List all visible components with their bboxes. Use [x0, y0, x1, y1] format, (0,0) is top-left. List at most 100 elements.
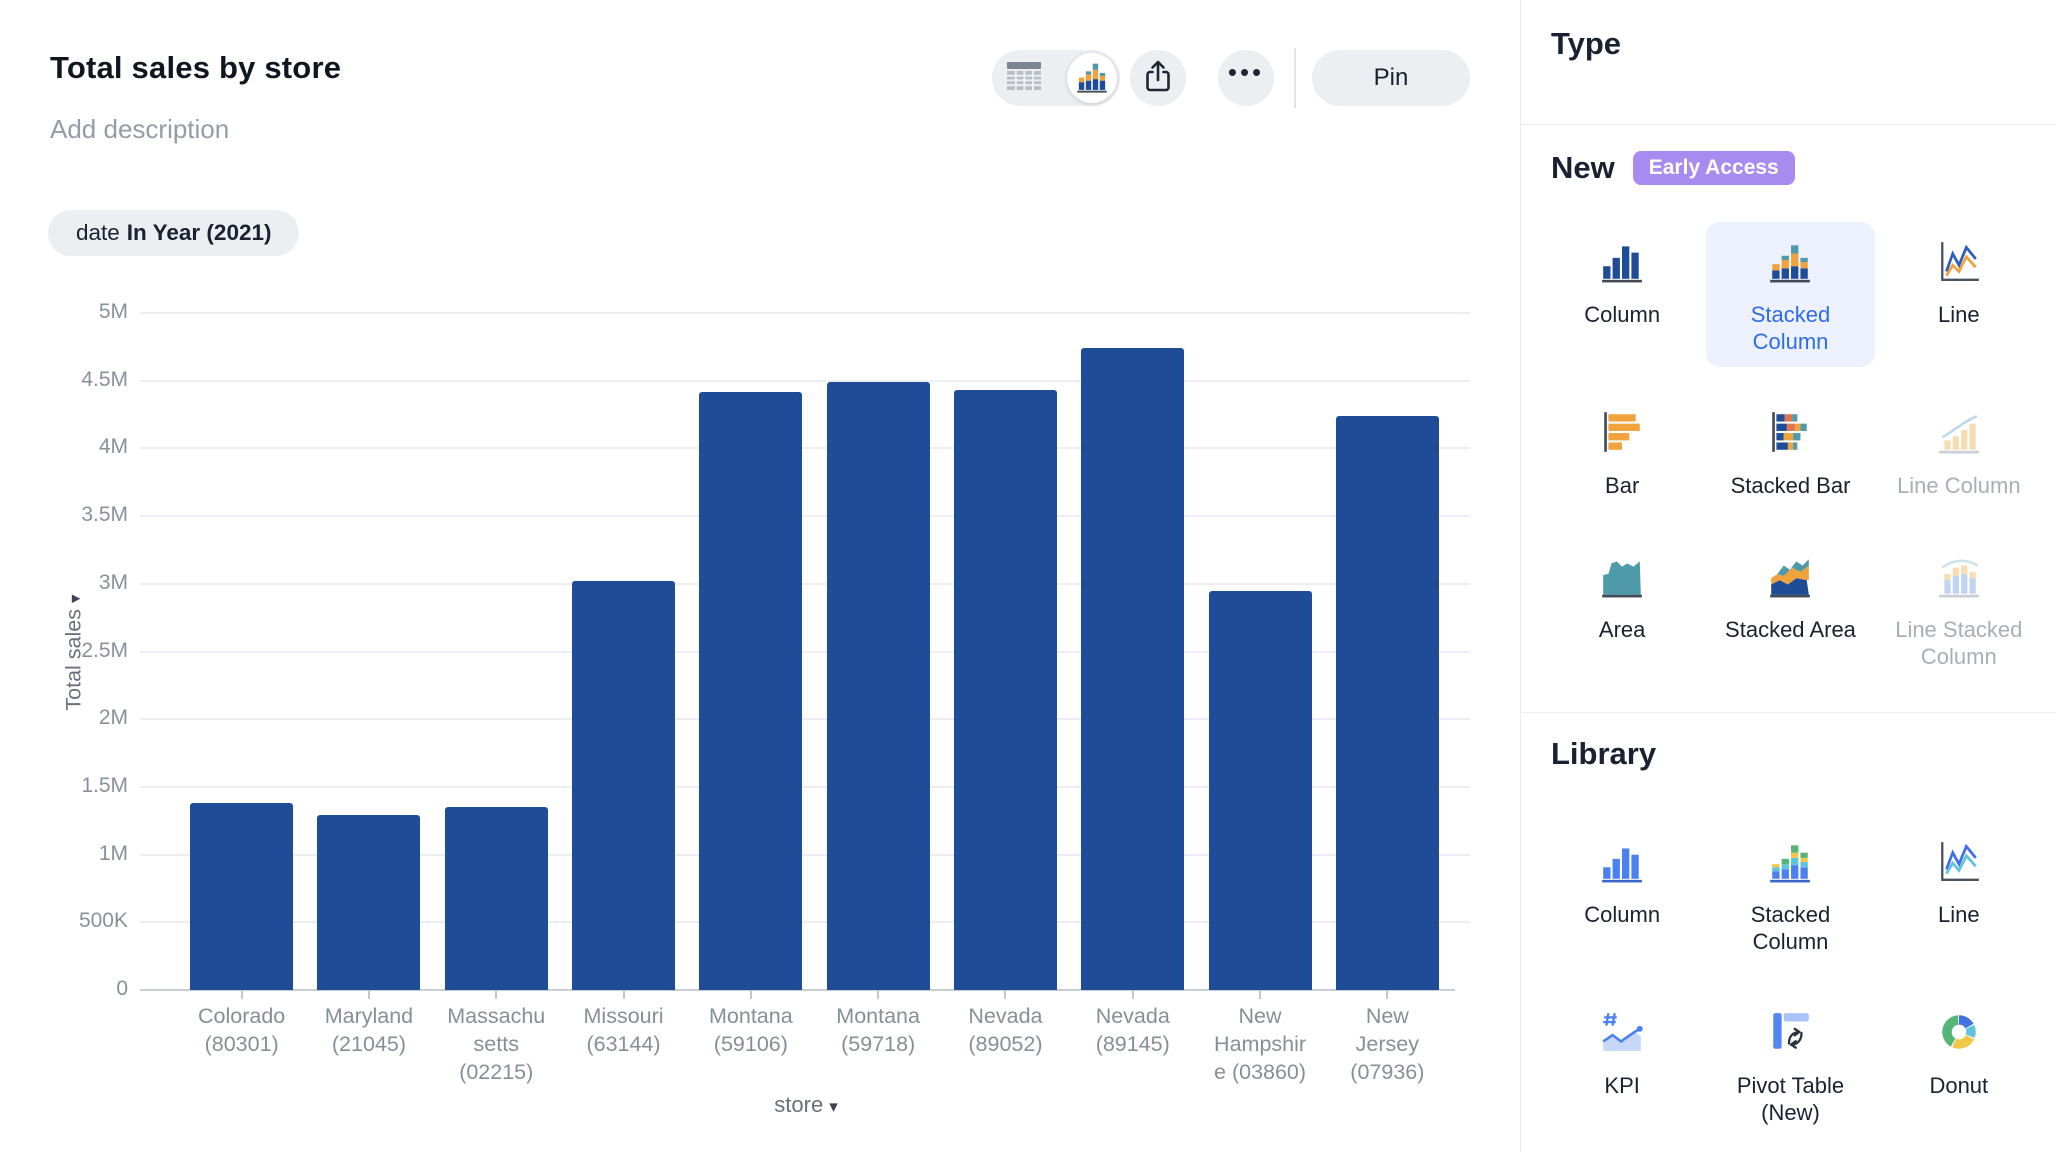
chart-type-pivot-table-new[interactable]: Pivot Table (New)	[1706, 993, 1874, 1138]
x-tick-label-line: (21045)	[331, 1032, 406, 1056]
date-filter-chip[interactable]: date In Year (2021)	[48, 210, 300, 256]
x-tick-label-line: (89145)	[1095, 1032, 1170, 1056]
bar-icon	[1599, 409, 1645, 460]
x-tick-label-line: e (03860)	[1214, 1060, 1307, 1084]
area-icon	[1599, 553, 1645, 604]
x-tick-label-line: (80301)	[204, 1032, 279, 1056]
x-tick-label-line: Missouri	[583, 1004, 664, 1028]
gridline	[140, 582, 1470, 585]
chart-type-label: Donut	[1929, 1073, 1989, 1098]
x-tick-mark	[1004, 990, 1007, 999]
description-placeholder[interactable]: Add description	[50, 114, 230, 144]
x-axis-title[interactable]: store ▾	[700, 1092, 912, 1118]
stacked-column-lib-icon	[1767, 838, 1813, 889]
line-stacked-column-icon	[1936, 553, 1982, 604]
bar-4[interactable]	[699, 391, 803, 990]
bar-0[interactable]	[190, 803, 294, 990]
bar-9[interactable]	[1335, 415, 1439, 990]
bar-6[interactable]	[953, 390, 1057, 990]
more-button[interactable]: •••	[1218, 50, 1274, 106]
x-tick-label: Massachu setts (02215)	[433, 1002, 560, 1086]
x-tick-label-line: Nevada	[968, 1004, 1043, 1028]
chart-type-label: Bar	[1605, 473, 1640, 498]
x-tick-label-line: (02215)	[459, 1060, 534, 1084]
share-button[interactable]	[1130, 50, 1186, 106]
bar-chart: Total sales▾ 5M 4.5M 4M 3.5M 3M 2.5M 2M 1.5M 1M 5…	[62, 300, 1470, 1118]
bar-3[interactable]	[572, 581, 676, 990]
chart-type-area[interactable]: Area	[1538, 537, 1706, 655]
x-axis-title-text: store	[774, 1092, 824, 1117]
bar-2[interactable]	[444, 807, 548, 990]
chart-type-column[interactable]: Column	[1538, 822, 1706, 940]
table-view-button[interactable]	[992, 50, 1056, 106]
x-tick-label-line: New	[1365, 1004, 1409, 1028]
chart-type-stacked-column[interactable]: Stacked Column	[1706, 222, 1875, 367]
x-tick-label: Maryland (21045)	[305, 1002, 432, 1058]
x-tick-label-line: Montana	[709, 1004, 793, 1028]
filter-field: date	[76, 220, 120, 245]
chart-view-button[interactable]	[1067, 53, 1117, 103]
line-icon	[1936, 238, 1982, 289]
x-tick-mark	[622, 990, 625, 999]
chart-type-sidebar: Type New Early Access Column Stacked Colum…	[1520, 0, 2056, 1152]
chart-type-label: Area	[1598, 617, 1646, 642]
x-tick-label-line: (59718)	[841, 1032, 916, 1056]
bar-7[interactable]	[1081, 348, 1185, 990]
chart-type-label: Column	[1584, 902, 1661, 927]
y-tick-label: 0	[116, 977, 128, 1000]
chart-type-line[interactable]: Line	[1875, 222, 2043, 340]
section-label: New	[1551, 150, 1615, 185]
x-tick-label-line: (89052)	[968, 1032, 1043, 1056]
x-tick-label: Montana (59106)	[687, 1002, 814, 1058]
gridline	[140, 853, 1470, 856]
chart-type-line[interactable]: Line	[1875, 822, 2043, 940]
filter-condition: In Year (2021)	[126, 220, 272, 245]
y-tick-label: 2M	[98, 706, 128, 730]
chart-type-stacked-column[interactable]: Stacked Column	[1706, 822, 1874, 967]
y-tick-label: 3.5M	[81, 503, 128, 527]
page-title[interactable]: Total sales by store	[50, 50, 342, 85]
chart-type-stacked-bar[interactable]: Stacked Bar	[1706, 393, 1874, 511]
sidebar-divider	[1521, 712, 2056, 713]
x-tick-mark	[495, 990, 498, 999]
stacked-column-icon	[1767, 238, 1813, 289]
sidebar-title: Type	[1551, 26, 1622, 61]
chart-type-column[interactable]: Column	[1538, 222, 1706, 340]
chart-type-kpi[interactable]: KPI	[1538, 993, 1706, 1111]
y-tick-label: 4.5M	[81, 367, 128, 391]
x-tick-label: New Hampshir e (03860)	[1197, 1002, 1324, 1086]
x-tick-mark	[749, 990, 752, 999]
y-tick-label: 2.5M	[81, 638, 128, 662]
gridline	[140, 312, 1470, 314]
chart-type-donut[interactable]: Donut	[1875, 993, 2043, 1111]
chart-type-label: Stacked Area	[1725, 617, 1856, 642]
view-toggle	[992, 50, 1120, 106]
x-tick-label-line: Maryland	[324, 1004, 414, 1028]
sidebar-divider	[1521, 124, 2056, 125]
x-tick-label: Colorado (80301)	[178, 1002, 305, 1058]
gridline	[140, 650, 1470, 653]
line-column-icon	[1936, 409, 1982, 460]
bar-1[interactable]	[317, 815, 421, 990]
table-icon	[1006, 61, 1042, 96]
x-tick-mark	[1259, 990, 1262, 999]
share-icon	[1142, 58, 1174, 99]
y-tick-label: 500K	[78, 909, 128, 933]
chart-type-bar[interactable]: Bar	[1538, 393, 1706, 511]
x-tick-label-line: Nevada	[1095, 1004, 1170, 1028]
x-axis-line	[140, 989, 1455, 991]
chart-type-stacked-area[interactable]: Stacked Area	[1706, 537, 1874, 655]
stacked-bar-icon	[1767, 409, 1813, 460]
bar-8[interactable]	[1208, 590, 1312, 990]
bar-5[interactable]	[826, 382, 930, 990]
y-tick-label: 3M	[98, 570, 128, 594]
x-tick-mark	[877, 990, 880, 999]
stacked-chart-icon	[1075, 59, 1109, 98]
chart-type-label: Line Stacked Column	[1895, 617, 2023, 669]
column-lib-icon	[1599, 838, 1645, 889]
chart-type-label: Line	[1938, 902, 1980, 927]
pin-button[interactable]: Pin	[1312, 50, 1470, 106]
column-icon	[1599, 238, 1645, 289]
x-tick-label-line: (63144)	[586, 1032, 661, 1056]
early-access-badge: Early Access	[1632, 151, 1795, 185]
